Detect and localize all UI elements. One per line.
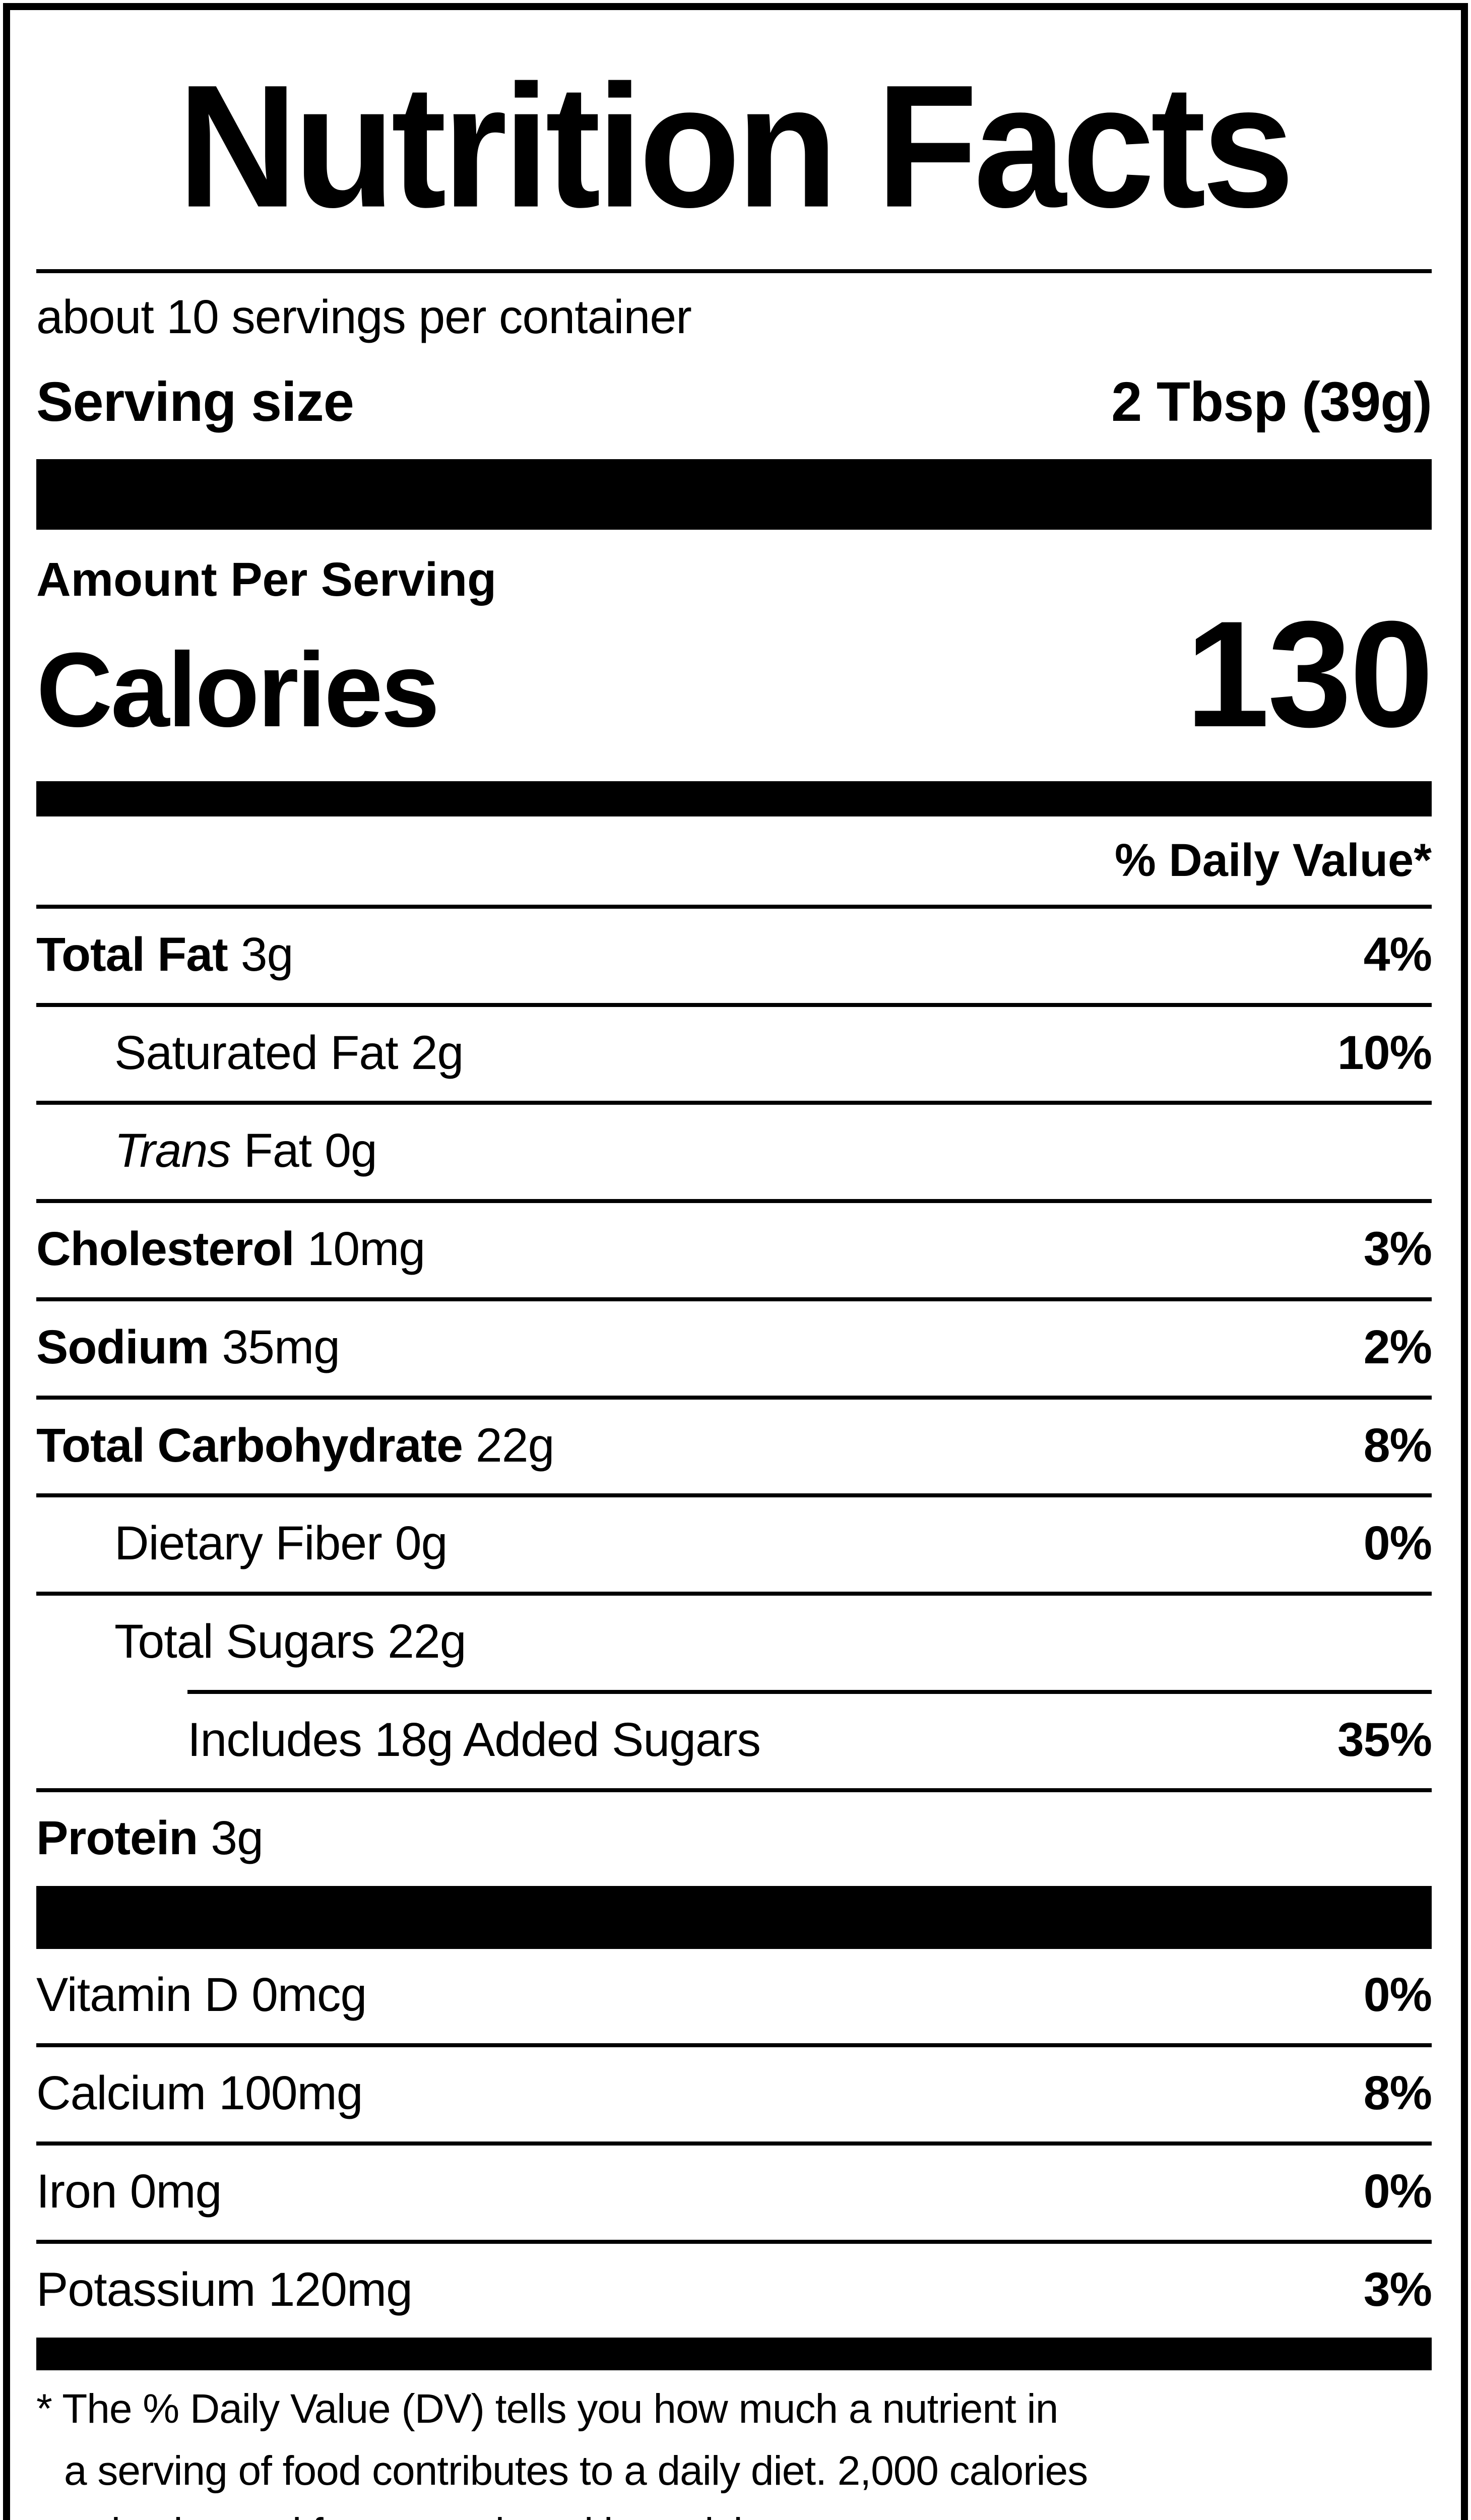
- calories-row: Calories 130: [36, 589, 1434, 759]
- hairline-divider: [36, 2239, 1432, 2244]
- nutrient-row-sodium: Sodium 35mg 2%: [36, 1301, 1432, 1396]
- calories-value: 130: [1185, 589, 1434, 759]
- nutrient-name: Sodium 35mg: [36, 1320, 340, 1374]
- nutrient-name: Trans Fat 0g: [114, 1124, 377, 1178]
- nutrient-dv: 2%: [1363, 1320, 1432, 1374]
- footnote: * The % Daily Value (DV) tells you how m…: [36, 2378, 1432, 2520]
- nutrient-dv: 8%: [1363, 2066, 1432, 2120]
- amount-per-serving-label: Amount Per Serving: [36, 553, 497, 607]
- micronutrient-row-calcium: Calcium 100mg 8%: [36, 2047, 1432, 2141]
- serving-size-value: 2 Tbsp (39g): [1111, 370, 1432, 433]
- daily-value-header: % Daily Value*: [1115, 834, 1432, 886]
- nutrient-dv: 10%: [1337, 1026, 1432, 1080]
- nutrient-name: Dietary Fiber 0g: [114, 1517, 447, 1570]
- footnote-line: a day is used for general nutrition advi…: [36, 2502, 1432, 2520]
- hairline-divider: [36, 1788, 1432, 1792]
- nutrient-row-total-fat: Total Fat 3g 4%: [36, 909, 1432, 1003]
- nutrient-name: Calcium 100mg: [36, 2066, 363, 2120]
- nutrient-name: Potassium 120mg: [36, 2262, 413, 2316]
- micronutrient-row-iron: Iron 0mg 0%: [36, 2146, 1432, 2240]
- hairline-divider-indented: [187, 1689, 1432, 1694]
- nutrient-name: Vitamin D 0mcg: [36, 1968, 367, 2022]
- hairline-divider: [36, 1395, 1432, 1400]
- nutrient-dv: 35%: [1337, 1713, 1432, 1767]
- serving-size-row: Serving size 2 Tbsp (39g): [36, 367, 1432, 437]
- nutrient-name: Iron 0mg: [36, 2164, 222, 2218]
- micronutrient-row-vitamin-d: Vitamin D 0mcg 0%: [36, 1949, 1432, 2043]
- nutrient-dv: 3%: [1363, 2262, 1432, 2316]
- nutrient-name: Cholesterol 10mg: [36, 1222, 425, 1276]
- nutrient-dv: 0%: [1363, 1968, 1432, 2022]
- thick-divider: [36, 459, 1432, 530]
- nutrient-dv: 4%: [1363, 927, 1432, 981]
- nutrient-dv: 3%: [1363, 1222, 1432, 1276]
- nutrient-row-protein: Protein 3g: [36, 1792, 1432, 1886]
- hairline-divider: [36, 1002, 1432, 1007]
- nutrient-row-dietary-fiber: Dietary Fiber 0g 0%: [36, 1497, 1432, 1592]
- nutrition-label: Nutrition Facts about 10 servings per co…: [3, 3, 1468, 2520]
- nutrient-name: Total Sugars 22g: [114, 1615, 467, 1669]
- nutrient-name: Total Carbohydrate 22g: [36, 1418, 554, 1472]
- nutrient-dv: 0%: [1363, 1517, 1432, 1570]
- nutrient-row-added-sugars: Includes 18g Added Sugars 35%: [36, 1694, 1432, 1788]
- footnote-line: * The % Daily Value (DV) tells you how m…: [36, 2386, 1058, 2432]
- hairline-divider: [36, 1199, 1432, 1204]
- nutrient-dv: 8%: [1363, 1418, 1432, 1472]
- footnote-line: a serving of food contributes to a daily…: [64, 2448, 1088, 2494]
- calories-label: Calories: [36, 630, 440, 749]
- nutrient-name: Saturated Fat 2g: [114, 1026, 464, 1080]
- hairline-divider: [36, 1101, 1432, 1105]
- hairline-divider: [36, 904, 1432, 909]
- medium-divider: [36, 781, 1432, 816]
- hairline-divider: [36, 1592, 1432, 1596]
- nutrient-row-cholesterol: Cholesterol 10mg 3%: [36, 1203, 1432, 1297]
- nutrient-name: Total Fat 3g: [36, 927, 293, 981]
- nutrient-name: Protein 3g: [36, 1811, 264, 1865]
- serving-size-label: Serving size: [36, 370, 354, 433]
- medium-divider: [36, 2338, 1432, 2371]
- hairline-divider: [36, 1493, 1432, 1498]
- hairline-divider: [36, 269, 1432, 273]
- hairline-divider: [36, 1297, 1432, 1301]
- micronutrient-row-potassium: Potassium 120mg 3%: [36, 2244, 1432, 2338]
- hairline-divider: [36, 2141, 1432, 2146]
- nutrient-name: Includes 18g Added Sugars: [187, 1713, 761, 1767]
- servings-per-container: about 10 servings per container: [36, 290, 692, 344]
- label-title: Nutrition Facts: [177, 48, 1294, 244]
- nutrient-row-total-carbohydrate: Total Carbohydrate 22g 8%: [36, 1400, 1432, 1494]
- nutrient-row-total-sugars: Total Sugars 22g: [36, 1596, 1432, 1690]
- hairline-divider: [36, 2043, 1432, 2048]
- nutrient-dv: 0%: [1363, 2164, 1432, 2218]
- nutrient-row-trans-fat: Trans Fat 0g: [36, 1105, 1432, 1199]
- thick-divider: [36, 1886, 1432, 1949]
- nutrient-row-saturated-fat: Saturated Fat 2g 10%: [36, 1007, 1432, 1101]
